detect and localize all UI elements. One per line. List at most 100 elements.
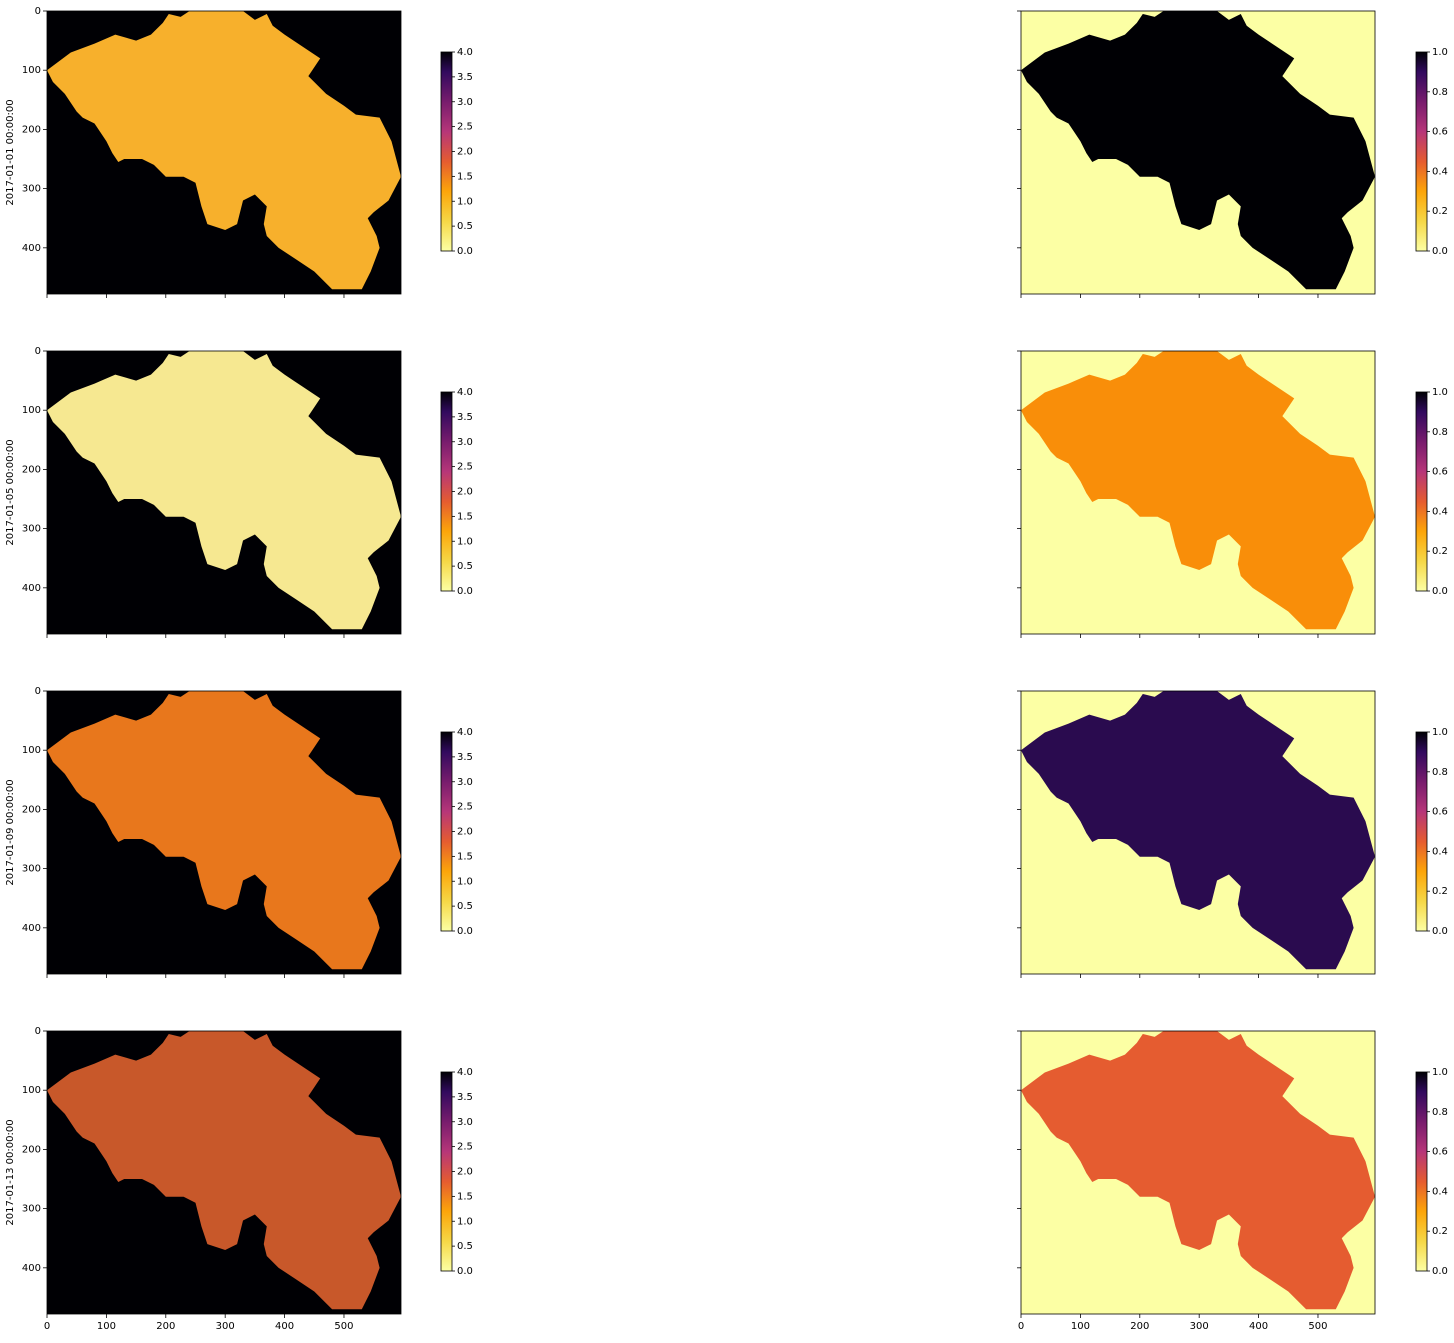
colorbar-tick-label: 0.0	[457, 586, 473, 597]
colorbar-tick-label: 0.5	[457, 901, 473, 912]
colorbar-tick-label: 2.0	[457, 147, 473, 158]
colorbar-tick-label: 1.0	[457, 196, 473, 207]
map-region	[47, 691, 401, 970]
y-tick-label: 300	[22, 1204, 41, 1215]
colorbar-tick-label: 2.0	[457, 487, 473, 498]
colorbar-tick-label: 0.8	[1432, 87, 1448, 98]
colorbar-tick-label: 1.0	[1432, 727, 1448, 738]
colorbar-tick-label: 0.6	[1432, 807, 1448, 818]
axes-frame	[46, 690, 402, 975]
y-tick-label: 0	[35, 686, 41, 697]
colorbar-tick-label: 2.0	[457, 1167, 473, 1178]
subplot: 0.0 0.2 0.4 0.6 0.8 1.0	[1017, 690, 1448, 978]
y-tick-label: 400	[22, 1263, 41, 1274]
axes-frame	[46, 10, 402, 295]
subplot: 0.0 0.2 0.4 0.6 0.8 1.0	[1017, 350, 1448, 638]
colorbar-tick-label: 0.2	[1432, 1226, 1448, 1237]
y-axis-label: 2017-01-13 00:00:00	[5, 1119, 16, 1225]
colorbar-tick-label: 3.5	[457, 72, 473, 83]
colorbar-tick-label: 0.2	[1432, 546, 1448, 557]
map-region	[1021, 351, 1375, 630]
colorbar-tick-label: 0.0	[1432, 1266, 1448, 1277]
subplot: 0 100 200 300 400 2017-01-01 00:00:00 0.0 0.5 1.…	[5, 6, 473, 298]
colorbar-tick-label: 2.5	[457, 462, 473, 473]
y-tick-label: 400	[22, 583, 41, 594]
x-tick-label: 100	[1071, 1321, 1090, 1332]
subplot: 0 100 200 300 400 2017-01-05 00:00:00 0.0 0.5 1.…	[5, 346, 473, 638]
colorbar-tick-label: 1.5	[457, 851, 473, 862]
y-axis-label: 2017-01-01 00:00:00	[5, 99, 16, 205]
colorbar	[1415, 1071, 1428, 1272]
x-tick-label: 200	[156, 1321, 175, 1332]
map-region	[47, 351, 401, 630]
colorbar-tick-label: 0.8	[1432, 1107, 1448, 1118]
y-tick-label: 100	[22, 745, 41, 756]
colorbar-tick-label: 1.0	[1432, 1067, 1448, 1078]
colorbar-tick-label: 3.5	[457, 752, 473, 763]
x-tick-label: 400	[275, 1321, 294, 1332]
colorbar-tick-label: 4.0	[457, 47, 473, 58]
x-tick-label: 300	[216, 1321, 235, 1332]
colorbar-tick-label: 1.0	[1432, 387, 1448, 398]
colorbar-tick-label: 3.0	[457, 777, 473, 788]
subplot: 0 100 200 300 400 500 0 100 200 300 400 2017-01-13 …	[5, 1026, 473, 1332]
colorbar-tick-label: 0.8	[1432, 767, 1448, 778]
colorbar	[440, 1071, 453, 1272]
axes-frame	[1020, 1030, 1376, 1315]
y-tick-label: 0	[35, 1026, 41, 1037]
colorbar-tick-label: 0.6	[1432, 127, 1448, 138]
map-region	[1021, 11, 1375, 290]
y-tick-label: 400	[22, 243, 41, 254]
colorbar-tick-label: 1.5	[457, 511, 473, 522]
y-tick-label: 200	[22, 804, 41, 815]
colorbar-tick-label: 0.4	[1432, 846, 1448, 857]
axes-frame	[1020, 690, 1376, 975]
colorbar	[1415, 391, 1428, 592]
y-tick-label: 200	[22, 464, 41, 475]
colorbar-tick-label: 0.4	[1432, 166, 1448, 177]
colorbar	[440, 51, 453, 252]
colorbar-tick-label: 0.0	[1432, 246, 1448, 257]
colorbar	[1415, 51, 1428, 252]
x-tick-label: 400	[1249, 1321, 1268, 1332]
colorbar-tick-label: 1.0	[1432, 47, 1448, 58]
colorbar-tick-label: 1.5	[457, 1191, 473, 1202]
y-axis-label: 2017-01-05 00:00:00	[5, 439, 16, 545]
colorbar	[440, 391, 453, 592]
subplot: 0 100 200 300 400 2017-01-09 00:00:00 0.0 0.5 1.…	[5, 686, 473, 978]
axes-frame	[1020, 10, 1376, 295]
x-tick-label: 100	[97, 1321, 116, 1332]
colorbar-tick-label: 2.5	[457, 122, 473, 133]
y-tick-label: 100	[22, 405, 41, 416]
x-tick-label: 0	[1018, 1321, 1024, 1332]
x-tick-label: 500	[334, 1321, 353, 1332]
subplot: 0.0 0.2 0.4 0.6 0.8 1.0	[1017, 10, 1448, 298]
y-tick-label: 100	[22, 65, 41, 76]
colorbar-tick-label: 0.2	[1432, 886, 1448, 897]
colorbar-tick-label: 2.0	[457, 827, 473, 838]
y-tick-label: 300	[22, 524, 41, 535]
colorbar-tick-label: 3.5	[457, 1092, 473, 1103]
y-tick-label: 0	[35, 6, 41, 17]
y-axis-label: 2017-01-09 00:00:00	[5, 779, 16, 885]
colorbar-tick-label: 3.5	[457, 412, 473, 423]
colorbar-tick-label: 0.5	[457, 1241, 473, 1252]
colorbar-tick-label: 4.0	[457, 1067, 473, 1078]
colorbar-tick-label: 1.0	[457, 1216, 473, 1227]
colorbar	[1415, 731, 1428, 932]
x-tick-label: 500	[1308, 1321, 1327, 1332]
y-tick-label: 200	[22, 124, 41, 135]
colorbar-tick-label: 0.0	[457, 926, 473, 937]
colorbar-tick-label: 4.0	[457, 387, 473, 398]
map-region	[47, 1031, 401, 1310]
colorbar-tick-label: 0.2	[1432, 206, 1448, 217]
y-tick-label: 0	[35, 346, 41, 357]
colorbar-tick-label: 1.0	[457, 536, 473, 547]
colorbar-tick-label: 0.0	[1432, 926, 1448, 937]
colorbar-tick-label: 0.6	[1432, 467, 1448, 478]
map-region	[47, 11, 401, 290]
colorbar-tick-label: 1.0	[457, 876, 473, 887]
x-tick-label: 0	[44, 1321, 50, 1332]
map-region	[1021, 1031, 1375, 1310]
